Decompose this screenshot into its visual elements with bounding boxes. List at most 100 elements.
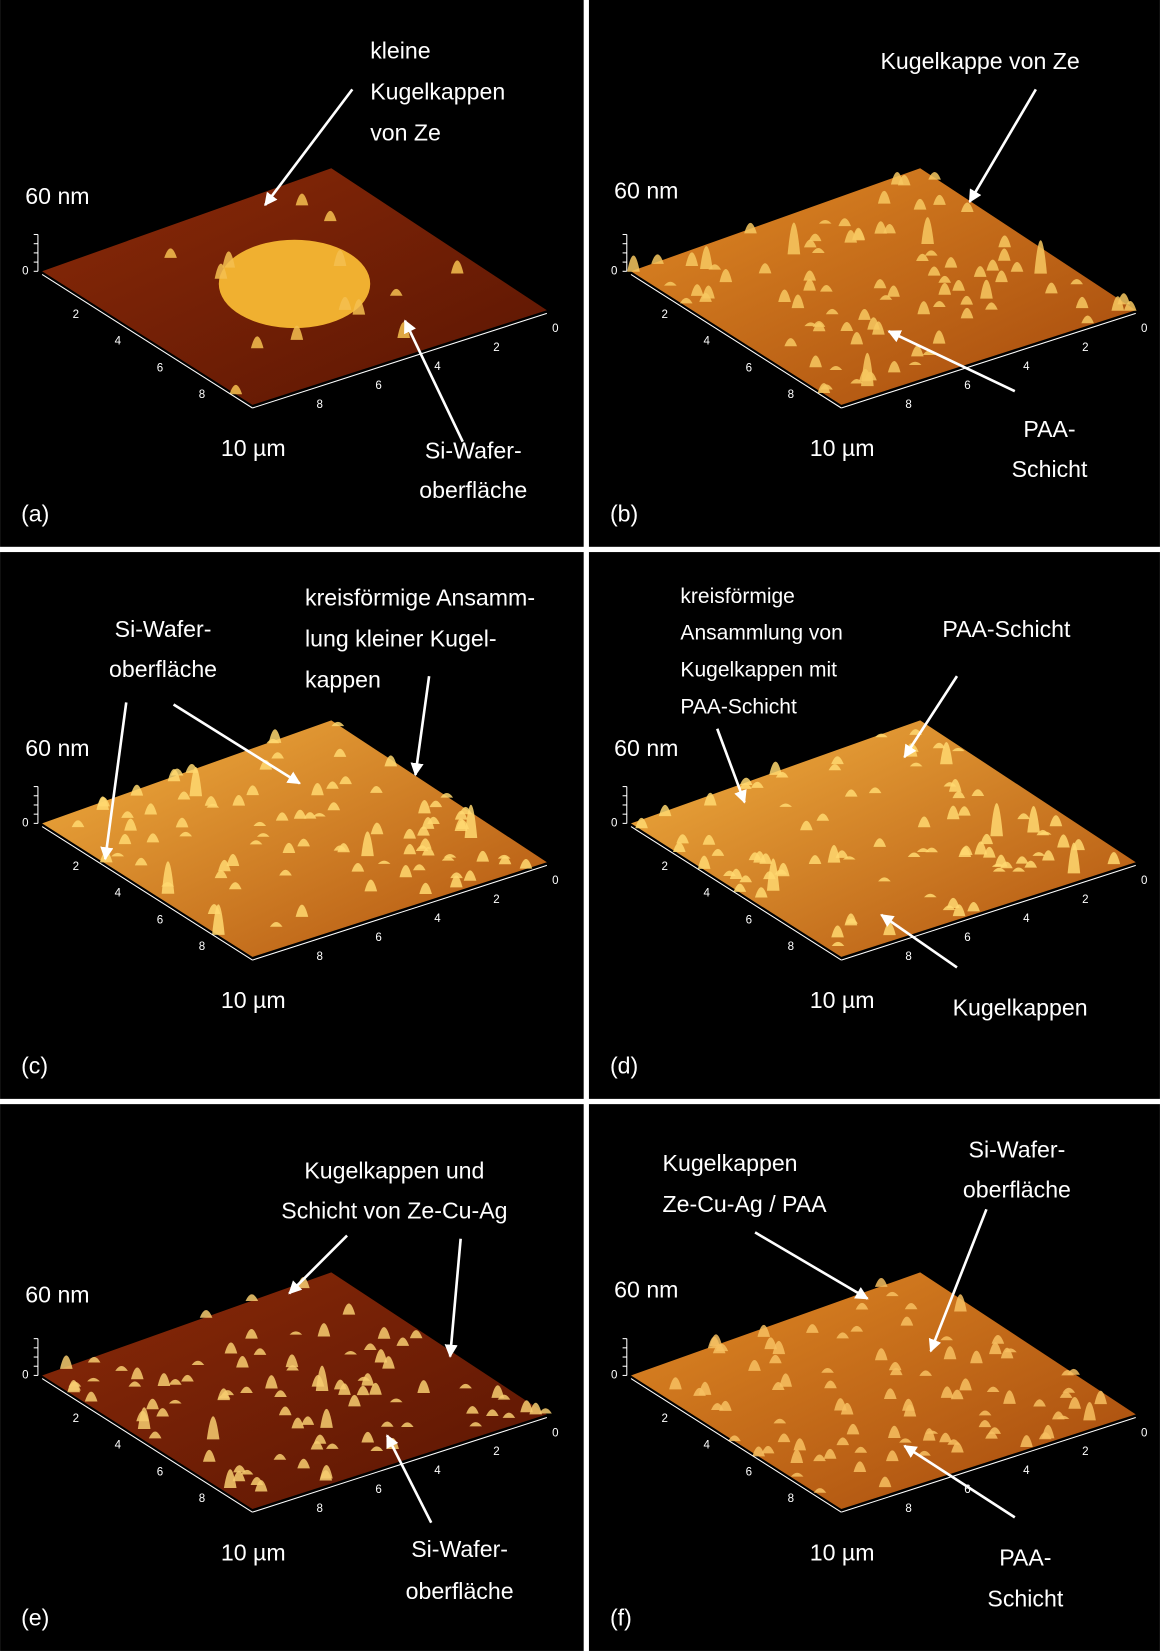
surface-peak — [739, 777, 753, 785]
surface-peak — [883, 224, 896, 234]
x-tick-label: 2 — [661, 861, 667, 873]
annotation-arrow — [887, 330, 1016, 393]
axis-line — [841, 864, 1136, 961]
surface-peak — [1068, 1397, 1082, 1409]
xy-axis-label: 10 µm — [810, 987, 875, 1013]
axis-line — [630, 274, 842, 409]
surface-peak — [829, 366, 843, 371]
surface-peak — [733, 883, 747, 892]
surface-peak — [273, 1453, 287, 1460]
annotation-arrow — [444, 1238, 462, 1358]
surface-peak — [326, 781, 339, 789]
surface-peak — [303, 812, 317, 819]
surface-peak — [456, 819, 470, 830]
surface-peak — [877, 190, 891, 204]
surface-peak — [254, 1480, 268, 1492]
surface-peak — [124, 818, 137, 831]
xy-axis-label: 10 µm — [810, 435, 875, 461]
surface-peak — [317, 1323, 331, 1337]
surface-peak — [223, 1469, 237, 1489]
surface-peak — [769, 761, 782, 775]
surface-peak — [278, 1406, 292, 1416]
surface-peak — [256, 833, 270, 837]
surface-peak — [1075, 296, 1089, 309]
surface-peak — [998, 235, 1011, 248]
surface-peak — [222, 251, 236, 268]
surface-peak — [1059, 1391, 1073, 1398]
annotation-text: lung kleiner Kugel- — [305, 626, 497, 652]
surface-peak — [319, 1470, 333, 1481]
annotation-text: Schicht von Ze-Cu-Ag — [281, 1198, 507, 1224]
surface-peak — [344, 1351, 357, 1355]
surface-peak — [823, 1448, 837, 1459]
xy-axis-label: 10 µm — [221, 1539, 286, 1565]
surface-peak — [627, 255, 640, 272]
surface-peak — [396, 1337, 410, 1346]
surface-peak — [916, 848, 930, 852]
surface-peak — [339, 776, 352, 785]
surface-peak — [421, 847, 435, 856]
surface-peak — [364, 879, 378, 892]
y-tick-label: 0 — [1141, 875, 1147, 887]
y-tick-label: 2 — [493, 342, 499, 354]
y-tick-label: 6 — [375, 380, 381, 392]
annotation-text: Schicht — [1012, 456, 1088, 482]
surface-peak — [352, 299, 366, 315]
surface-peak — [908, 361, 922, 365]
surface-peak — [295, 904, 309, 917]
surface-peak — [1042, 850, 1055, 861]
surface-peak — [295, 193, 309, 206]
y-tick-label: 2 — [493, 1446, 499, 1458]
surface-peak — [389, 1398, 403, 1403]
surface-peak — [887, 285, 900, 297]
surface-peak — [752, 1446, 765, 1457]
surface-peak — [382, 1356, 395, 1369]
x-tick-label: 8 — [199, 389, 205, 401]
surface-peak — [872, 321, 885, 335]
surface-peak — [96, 796, 110, 810]
surface-peak — [658, 804, 672, 817]
surface-peak — [778, 289, 791, 302]
annotation-text: von Ze — [370, 120, 441, 146]
surface-peak — [967, 902, 980, 912]
surface-peak — [175, 817, 189, 828]
afm-surface — [42, 1272, 547, 1509]
x-tick-label: 2 — [73, 1413, 79, 1425]
annotation-arrow — [880, 913, 958, 969]
surface-peak — [221, 1390, 234, 1396]
x-tick-label: 6 — [746, 914, 752, 926]
annotation-text: Si-Wafer- — [969, 1137, 1066, 1163]
surface-peak — [315, 1365, 329, 1392]
annotation-arrow — [903, 1444, 1016, 1519]
surface-peak — [1032, 852, 1046, 856]
surface-peak — [1034, 240, 1047, 274]
y-tick-label: 4 — [434, 913, 441, 925]
surface-peak — [1067, 1368, 1080, 1375]
xy-axis-label: 10 µm — [221, 435, 286, 461]
surface-peak — [664, 281, 677, 286]
surface-peak — [916, 253, 929, 262]
x-tick-label: 8 — [788, 1493, 794, 1505]
annotation-arrow — [928, 1208, 988, 1353]
surface-peak — [761, 1445, 775, 1454]
x-tick-label: 2 — [661, 309, 667, 321]
axis-line — [252, 864, 548, 961]
annotation-text: PAA-Schicht — [680, 695, 797, 718]
surface-peak — [932, 742, 946, 749]
surface-peak — [374, 1349, 388, 1363]
x-tick-label: 6 — [157, 1466, 163, 1478]
surface-peak — [181, 1374, 194, 1382]
surface-peak — [217, 1394, 231, 1399]
surface-peak — [1081, 315, 1094, 324]
surface-peak — [986, 1386, 1000, 1393]
y-tick-label: 4 — [1023, 361, 1030, 373]
surface-peak — [943, 1346, 957, 1360]
surface-peak — [232, 795, 246, 806]
surface-peak — [669, 1377, 682, 1390]
surface-peak — [214, 870, 228, 879]
surface-peak — [873, 838, 887, 847]
surface-peak — [806, 1324, 819, 1333]
surface-peak — [464, 804, 478, 838]
surface-peak — [635, 817, 648, 829]
surface-peak — [651, 254, 664, 264]
